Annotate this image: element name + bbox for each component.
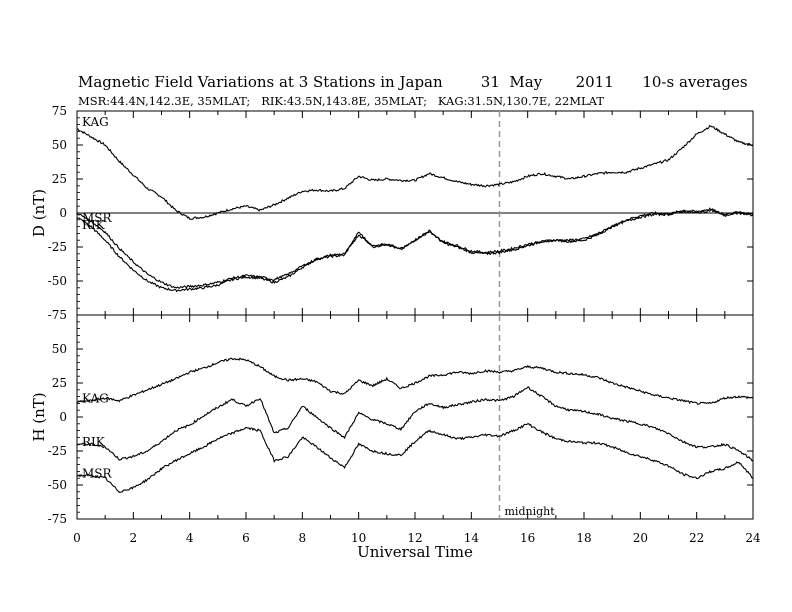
panel-frame-h xyxy=(76,314,754,520)
y-tick-label-d: -50 xyxy=(48,274,67,288)
x-tick-label: 8 xyxy=(299,531,307,545)
x-axis-label: Universal Time xyxy=(357,543,473,561)
y-tick-label-d: 75 xyxy=(52,104,67,118)
y-tick-label-d: 0 xyxy=(59,206,67,220)
y-tick-label-d: 50 xyxy=(52,138,67,152)
x-tick-label: 20 xyxy=(633,531,648,545)
y-tick-label-h: -25 xyxy=(48,444,67,458)
y-tick-label-d: -75 xyxy=(48,308,67,322)
y-tick-label-h: -75 xyxy=(48,512,67,526)
series-label-d-rik: RIK xyxy=(82,218,106,232)
series-label-d-msr: MSR xyxy=(82,211,113,225)
chart-title: Magnetic Field Variations at 3 Stations … xyxy=(78,73,748,91)
series-line-h-msr xyxy=(76,423,754,494)
x-tick-label: 12 xyxy=(407,531,422,545)
series-line-h-kag xyxy=(76,357,754,405)
series-label-h-kag: KAG xyxy=(82,392,109,406)
series-line-d-rik xyxy=(76,207,754,293)
series-label-d-kag: KAG xyxy=(82,115,109,129)
midnight-annotation: midnight xyxy=(505,505,556,518)
x-tick-label: 18 xyxy=(576,531,591,545)
y-axis-label-d: D (nT) xyxy=(30,189,48,237)
x-tick-label: 4 xyxy=(186,531,194,545)
x-tick-label: 14 xyxy=(464,531,480,545)
x-tick-label: 6 xyxy=(242,531,250,545)
y-tick-label-d: 25 xyxy=(52,172,67,186)
x-tick-label: 22 xyxy=(689,531,704,545)
y-tick-label-h: -50 xyxy=(48,478,67,492)
series-line-h-rik xyxy=(76,386,754,462)
x-tick-label: 2 xyxy=(130,531,138,545)
x-tick-label: 0 xyxy=(73,531,81,545)
series-label-h-rik: RIK xyxy=(82,435,106,449)
series-label-h-msr: MSR xyxy=(82,466,113,480)
x-tick-label: 16 xyxy=(520,531,535,545)
x-tick-label: 24 xyxy=(745,531,761,545)
y-tick-label-h: 0 xyxy=(59,410,67,424)
y-tick-label-h: 25 xyxy=(52,376,67,390)
chart-subtitle: MSR:44.4N,142.3E, 35MLAT; RIK:43.5N,143.… xyxy=(78,94,605,108)
y-tick-label-d: -25 xyxy=(48,240,67,254)
x-tick-label: 10 xyxy=(351,531,366,545)
y-tick-label-h: 50 xyxy=(52,342,67,356)
series-line-d-kag xyxy=(76,124,754,220)
series-line-d-msr xyxy=(76,209,754,289)
y-axis-label-h: H (nT) xyxy=(30,392,48,441)
